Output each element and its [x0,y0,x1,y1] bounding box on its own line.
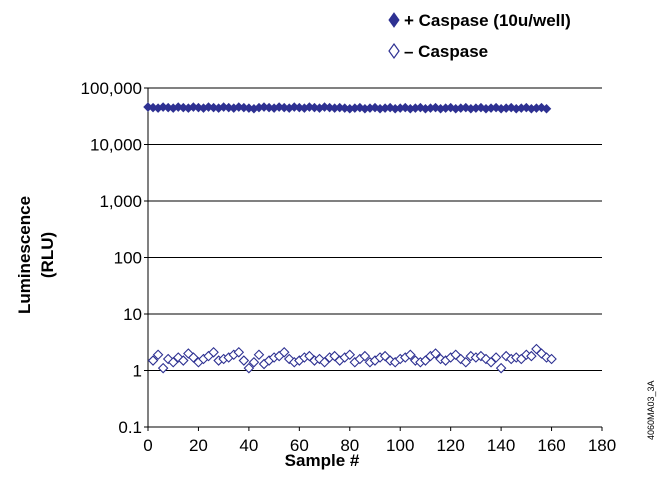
y-tick-label: 100,000 [81,79,142,98]
data-point-minus-caspase [359,350,371,362]
data-point-minus-caspase [188,352,199,363]
y-tick-label: 1,000 [99,192,142,211]
y-axis-title: Luminescence (RLU) [15,196,57,314]
data-point-minus-caspase [460,356,472,368]
x-tick-label: 80 [340,436,359,455]
data-point-minus-caspase [178,355,189,366]
x-tick-label: 160 [537,436,565,455]
y-tick-label: 0.1 [118,418,142,437]
y-tick-label: 1 [133,362,142,381]
legend-label-minus-caspase: – Caspase [404,42,488,61]
x-tick-label: 0 [143,436,152,455]
data-point-minus-caspase [157,362,169,374]
data-point-minus-caspase [526,350,537,362]
series-minus-caspase [147,343,557,374]
x-tick-labels: 0 20 40 60 80 100 120 140 160 180 [143,436,616,455]
y-axis-title-line-1: Luminescence [15,196,34,314]
x-axis-title: Sample # [285,451,360,470]
legend: + Caspase (10u/well) – Caspase [388,11,571,61]
data-point-minus-caspase [546,353,557,365]
data-point-minus-caspase [147,355,159,366]
y-tick-label: 100 [114,249,142,268]
data-point-minus-caspase [167,356,179,368]
data-point-minus-caspase [319,356,330,368]
data-point-minus-caspase [248,356,260,368]
figure-code: 4060MA03_3A [646,380,656,440]
data-point-minus-caspase [495,362,507,374]
data-point-minus-caspase [253,349,265,361]
data-point-minus-caspase [430,348,441,359]
y-tick-label: 10 [123,305,142,324]
x-tick-label: 60 [290,436,309,455]
legend-marker-plus-caspase [388,12,400,28]
x-tick-label: 120 [436,436,464,455]
grid-lines [148,87,602,371]
y-axis-title-line-2: (RLU) [38,232,57,278]
data-point-minus-caspase [233,347,245,358]
data-point-minus-caspase [208,347,219,358]
data-point-minus-caspase [238,355,250,366]
data-point-plus-caspase [541,103,552,114]
legend-label-plus-caspase: + Caspase (10u/well) [404,11,571,30]
data-point-minus-caspase [344,349,356,361]
x-tick-label: 20 [189,436,208,455]
x-tick-label: 140 [487,436,515,455]
x-tick-label: 40 [239,436,258,455]
y-tick-labels: 0.1 1 10 100 1,000 10,000 100,000 [81,79,142,437]
data-point-minus-caspase [485,356,497,368]
y-tick-label: 10,000 [90,136,142,155]
data-point-minus-caspase [490,352,502,363]
x-tick-label: 180 [588,436,616,455]
data-point-minus-caspase [405,349,416,361]
axes [144,87,603,431]
x-tick-label: 100 [386,436,414,455]
data-point-minus-caspase [152,349,164,361]
legend-marker-minus-caspase [388,42,400,60]
series-plus-caspase [143,102,552,114]
data-point-minus-caspase [278,347,290,358]
data-point-minus-caspase [243,362,255,374]
